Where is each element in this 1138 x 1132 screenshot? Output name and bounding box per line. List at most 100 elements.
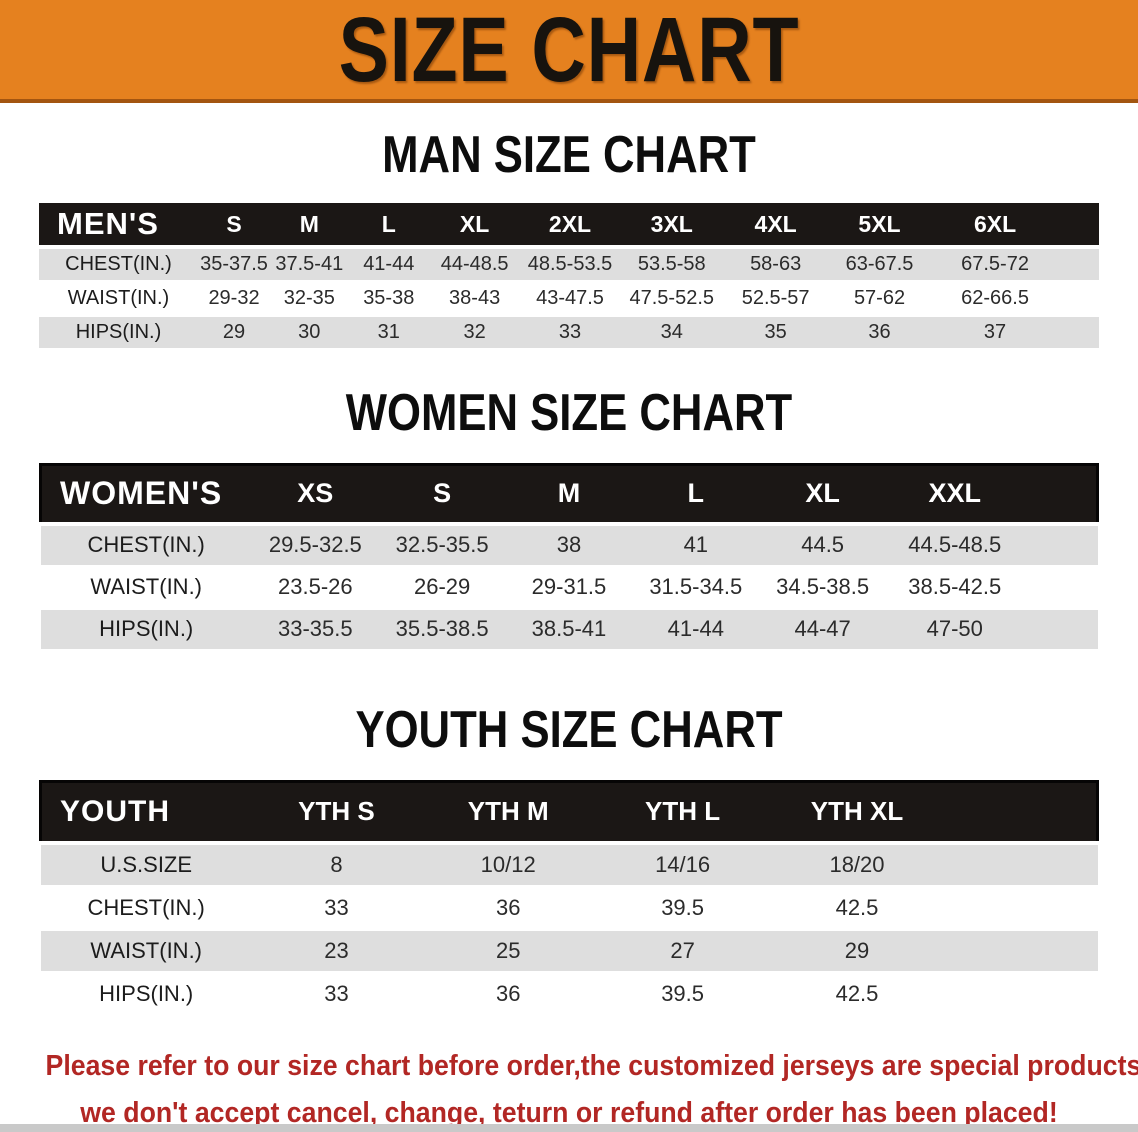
size-value: 35.5-38.5 <box>378 608 506 652</box>
banner: SIZE CHART <box>0 0 1138 103</box>
table-row: CHEST(IN.) 29.5-32.5 32.5-35.5 38 41 44.5 44.5… <box>40 524 1098 568</box>
size-value: 48.5-53.5 <box>520 247 620 283</box>
row-spacer <box>944 843 1098 888</box>
men-section: MAN SIZE CHART MEN'S S M L XL 2XL 3XL 4XL 5XL 6XL… <box>0 129 1138 351</box>
column-header: XS <box>251 462 379 526</box>
header-spacer <box>1058 203 1099 249</box>
size-value: 25 <box>421 929 596 974</box>
size-value: 38-43 <box>429 281 521 317</box>
size-value: 44.5-48.5 <box>886 524 1024 568</box>
size-value: 47.5-52.5 <box>619 281 724 317</box>
size-value: 38 <box>505 524 633 568</box>
youth-section-heading: YOUTH SIZE CHART <box>355 700 783 759</box>
size-value: 34 <box>619 315 724 351</box>
disclaimer-line-2: we don't accept cancel, change, teturn o… <box>80 1096 1058 1129</box>
column-header: XXL <box>886 462 1024 526</box>
size-value: 41-44 <box>632 608 760 652</box>
size-value: 33 <box>251 886 422 931</box>
size-value: 35-38 <box>348 281 430 317</box>
column-header: XL <box>759 462 887 526</box>
size-value: 32.5-35.5 <box>378 524 506 568</box>
size-value: 58-63 <box>723 247 828 283</box>
size-value: 41 <box>632 524 760 568</box>
size-value: 27 <box>595 929 770 974</box>
column-header: M <box>505 462 633 526</box>
bottom-edge-strip <box>0 1124 1138 1132</box>
size-value: 23 <box>251 929 422 974</box>
column-header: 4XL <box>723 203 828 249</box>
column-header: YTH XL <box>769 779 945 845</box>
table-row: CHEST(IN.) 35-37.5 37.5-41 41-44 44-48.5 48.5… <box>39 247 1099 283</box>
row-spacer <box>944 886 1098 931</box>
size-value: 39.5 <box>595 972 770 1017</box>
size-value: 57-62 <box>827 281 932 317</box>
size-value: 44-48.5 <box>429 247 521 283</box>
table-title: WOMEN'S <box>38 462 252 526</box>
row-label: WAIST(IN.) <box>40 929 252 974</box>
size-value: 35 <box>723 315 828 351</box>
column-header: L <box>348 203 430 249</box>
size-value: 26-29 <box>378 566 506 610</box>
size-value: 36 <box>827 315 932 351</box>
table-row: U.S.SIZE 8 10/12 14/16 18/20 <box>40 843 1098 888</box>
header-spacer <box>1023 462 1100 526</box>
row-label: CHEST(IN.) <box>40 524 252 568</box>
table-row: WAIST(IN.) 23 25 27 29 <box>40 929 1098 974</box>
size-value: 39.5 <box>595 886 770 931</box>
women-section-heading: WOMEN SIZE CHART <box>345 383 793 442</box>
column-header: 5XL <box>827 203 932 249</box>
size-value: 32-35 <box>270 281 349 317</box>
women-section: WOMEN SIZE CHART WOMEN'S XS S M L XL XXL CHEST(… <box>0 387 1138 652</box>
youth-size-table: YOUTH YTH S YTH M YTH L YTH XL U.S.SIZE 8 10/12… <box>38 779 1100 1017</box>
table-row: HIPS(IN.) 29 30 31 32 33 34 35 36 37 <box>39 315 1099 351</box>
row-spacer <box>1058 281 1099 317</box>
disclaimer-line-1: Please refer to our size chart before or… <box>45 1049 1138 1082</box>
size-value: 14/16 <box>595 843 770 888</box>
size-value: 33 <box>520 315 620 351</box>
row-label: HIPS(IN.) <box>39 315 198 351</box>
size-value: 31.5-34.5 <box>632 566 760 610</box>
row-spacer <box>1058 247 1099 283</box>
size-value: 53.5-58 <box>619 247 724 283</box>
men-size-table: MEN'S S M L XL 2XL 3XL 4XL 5XL 6XL CHEST(IN.) 35-37… <box>39 203 1099 351</box>
size-value: 29-31.5 <box>505 566 633 610</box>
size-value: 38.5-42.5 <box>886 566 1024 610</box>
table-row: WAIST(IN.) 23.5-26 26-29 29-31.5 31.5-34.5 34… <box>40 566 1098 610</box>
youth-section: YOUTH SIZE CHART YOUTH YTH S YTH M YTH L YTH… <box>0 704 1138 1017</box>
size-value: 30 <box>270 315 349 351</box>
size-value: 36 <box>421 972 596 1017</box>
men-section-heading: MAN SIZE CHART <box>382 126 756 184</box>
size-value: 41-44 <box>348 247 430 283</box>
size-value: 29 <box>197 315 271 351</box>
size-value: 23.5-26 <box>251 566 379 610</box>
size-value: 18/20 <box>769 843 945 888</box>
header-spacer <box>944 779 1100 845</box>
size-value: 34.5-38.5 <box>759 566 887 610</box>
disclaimer-note: Please refer to our size chart before or… <box>0 1043 1138 1132</box>
size-value: 42.5 <box>769 972 945 1017</box>
row-spacer <box>1058 315 1099 351</box>
size-value: 29 <box>769 929 945 974</box>
size-value: 63-67.5 <box>827 247 932 283</box>
size-value: 32 <box>429 315 521 351</box>
table-row: HIPS(IN.) 33 36 39.5 42.5 <box>40 972 1098 1017</box>
table-header-row: YOUTH YTH S YTH M YTH L YTH XL <box>38 779 1100 845</box>
column-header: S <box>378 462 506 526</box>
page-title: SIZE CHART <box>338 0 800 101</box>
size-value: 44.5 <box>759 524 887 568</box>
size-value: 47-50 <box>886 608 1024 652</box>
size-value: 10/12 <box>421 843 596 888</box>
row-label: WAIST(IN.) <box>40 566 252 610</box>
size-value: 29.5-32.5 <box>251 524 379 568</box>
size-value: 37.5-41 <box>270 247 349 283</box>
row-spacer <box>944 972 1098 1017</box>
table-header-row: MEN'S S M L XL 2XL 3XL 4XL 5XL 6XL <box>39 203 1099 249</box>
table-row: HIPS(IN.) 33-35.5 35.5-38.5 38.5-41 41-44 44-… <box>40 608 1098 652</box>
column-header: YTH S <box>251 779 422 845</box>
row-label: HIPS(IN.) <box>40 972 252 1017</box>
column-header: XL <box>429 203 521 249</box>
size-value: 33 <box>251 972 422 1017</box>
column-header: 6XL <box>931 203 1059 249</box>
size-value: 44-47 <box>759 608 887 652</box>
